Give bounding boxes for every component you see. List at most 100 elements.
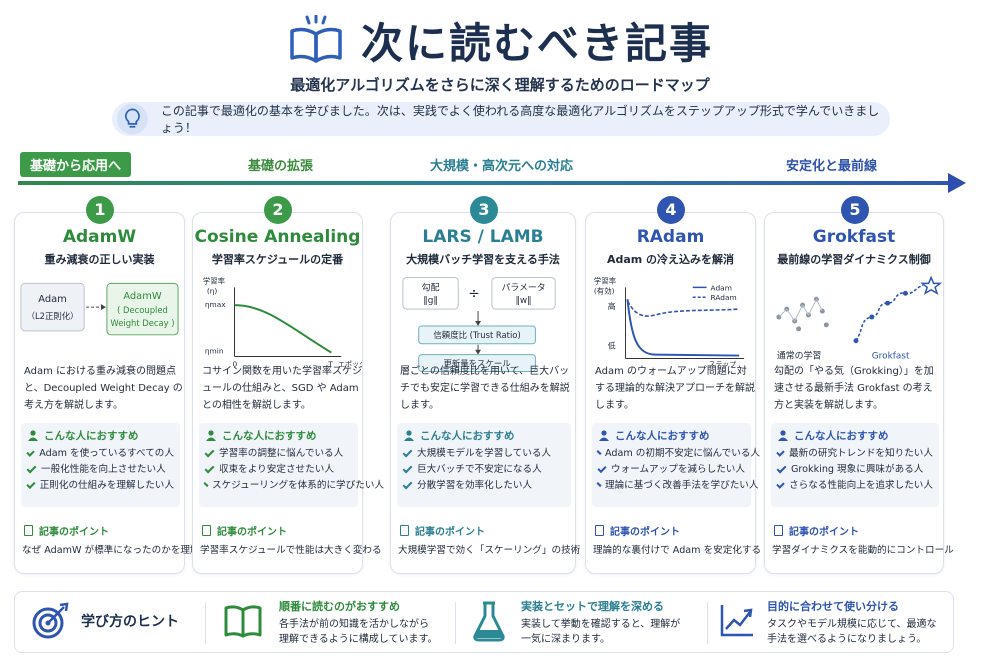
card-adamw[interactable]: 1 AdamW 重み減衰の正しい実装 Adam （L2正則化） AdamW ( … xyxy=(14,196,219,574)
recommend-item: 最新の研究トレンドを知りたい人 xyxy=(776,446,933,462)
book-icon xyxy=(224,605,262,638)
recommend-item: さらなる性能向上を追求したい人 xyxy=(776,478,933,494)
card-title: Grokfast xyxy=(812,227,896,247)
point-heading: 記事のポイント xyxy=(595,523,680,538)
card-title: LARS / LAMB xyxy=(422,227,544,247)
recommend-box: こんな人におすすめ 学習率の調整に悩んでいる人 収束をより安定させたい人 スケジ… xyxy=(199,423,384,507)
divider xyxy=(707,602,708,644)
stage-label-frontier: 安定化と最前線 xyxy=(786,159,878,174)
check-icon xyxy=(597,463,607,474)
recommend-item: 分散学習を効率化したい人 xyxy=(402,478,565,494)
hints-heading: 学び方のヒント xyxy=(31,602,179,640)
recommend-item: 正則化の仕組みを理解したい人 xyxy=(26,478,174,494)
flask-icon xyxy=(473,601,505,642)
person-icon xyxy=(28,430,38,441)
legend-radam: RAdam xyxy=(711,293,737,302)
card-subtitle: 学習率スケジュールの定番 xyxy=(211,253,344,266)
recommend-box: こんな人におすすめ Adam を使っているすべての人 一般化性能を向上させたい人… xyxy=(21,423,180,507)
point-heading: 記事のポイント xyxy=(400,523,485,538)
illus-param-norm: ‖w‖ xyxy=(515,296,531,306)
check-icon xyxy=(776,463,787,474)
recommend-title: こんな人におすすめ xyxy=(44,430,139,442)
card-title: RAdam xyxy=(636,227,705,247)
card-title: Cosine Annealing xyxy=(194,227,361,247)
check-icon xyxy=(26,463,37,474)
illus-param: パラメータ xyxy=(501,282,545,293)
legend-adam: Adam xyxy=(711,283,732,292)
recommend-item: 学習率の調整に悩んでいる人 xyxy=(204,446,352,462)
recommend-item: Grokking 現象に興味がある人 xyxy=(776,462,933,478)
recommend-item: Adam を使っているすべての人 xyxy=(26,446,174,462)
step-number-4: 4 xyxy=(657,196,685,224)
card-lars-lamb[interactable]: 3 LARS / LAMB 大規模バッチ学習を支える手法 勾配 ‖g‖ ÷ パラ… xyxy=(390,196,580,574)
check-icon xyxy=(596,482,602,487)
document-icon xyxy=(24,525,33,536)
check-icon xyxy=(776,448,785,457)
header: 次に読むべき記事 xyxy=(0,8,1000,72)
intro-text: この記事で最適化の基本を学びました。次は、実践でよく使われる高度な最適化アルゴリ… xyxy=(160,104,880,135)
point-heading: 記事のポイント xyxy=(24,523,109,538)
check-icon xyxy=(26,448,35,457)
hint-implement: 実装とセットで理解を深める 実装して挙動を確認すると、理解が 一気に深まります。 xyxy=(521,600,681,645)
recommend-box: こんな人におすすめ 大規模モデルを学習している人 巨大バッチで不安定になる人 分… xyxy=(397,423,571,507)
card-cosine-annealing[interactable]: 2 Cosine Annealing 学習率スケジュールの定番 学習率 (η) … xyxy=(192,196,384,574)
illus-ylabel: 学習率 xyxy=(203,275,226,285)
check-icon xyxy=(402,479,413,490)
check-icon xyxy=(203,482,209,487)
point-heading: 記事のポイント xyxy=(202,523,287,538)
recommend-item: 収束をより安定させたい人 xyxy=(204,462,352,478)
illus-trust-ratio: 信頼度比 (Trust Ratio) xyxy=(433,330,520,340)
point-text: 学習率スケジュールで性能は大きく変わる xyxy=(200,545,382,556)
card-grokfast[interactable]: 5 Grokfast 最前線の学習ダイナミクス制御 通常の学習 Grokfast… xyxy=(764,196,954,574)
recommend-heading: こんな人におすすめ xyxy=(27,428,174,443)
card-description: 勾配の「やる気（Grokking）」を加速させる最新手法 Grokfast の考… xyxy=(774,366,934,411)
card-radam[interactable]: 4 RAdam Adam の冷え込みを解消 学習率 (有効) 高 低 Adam … xyxy=(585,196,761,574)
illus-update-scale: 更新量をスケール xyxy=(443,359,510,369)
check-icon xyxy=(402,447,413,458)
illus-divide: ÷ xyxy=(468,286,480,302)
person-icon xyxy=(599,430,609,441)
stage-label-large-scale: 大規模・高次元への対応 xyxy=(430,159,574,174)
illus-gradient: 勾配 xyxy=(422,281,440,293)
person-icon xyxy=(206,430,216,441)
hints-label: 学び方のヒント xyxy=(81,614,179,630)
illus-box-adamw-sub2: Weight Decay ) xyxy=(110,318,174,328)
point-text: 学習ダイナミクスを能動的にコントロール xyxy=(772,545,954,556)
open-book-icon xyxy=(290,15,342,63)
cosine-schedule-illustration: 学習率 (η) ηmax ηmin 0 T エポック xyxy=(203,275,362,368)
illus-label-normal: 通常の学習 xyxy=(777,350,821,362)
timeline-arrow-icon xyxy=(948,173,966,193)
check-icon xyxy=(26,480,36,489)
target-icon xyxy=(32,602,69,639)
learning-hints-panel: 学び方のヒント 順番に読むのがおすすめ 各手法が前の知識を活かしながら 理解でき… xyxy=(14,591,954,653)
grokfast-illustration: 通常の学習 Grokfast xyxy=(776,275,943,362)
illus-x0: 0 xyxy=(233,359,238,368)
document-icon xyxy=(202,525,211,536)
illus-box-adam-sub: （L2正則化） xyxy=(27,311,79,321)
document-icon xyxy=(400,525,409,536)
stage-label-extension: 基礎の拡張 xyxy=(248,159,314,174)
illus-low: 低 xyxy=(608,341,616,351)
check-icon xyxy=(204,463,215,474)
illus-eta-min: ηmin xyxy=(205,347,224,356)
check-icon xyxy=(596,450,602,455)
card-title: AdamW xyxy=(62,227,137,247)
recommend-box: こんな人におすすめ 最新の研究トレンドを知りたい人 Grokking 現象に興味… xyxy=(771,423,939,507)
document-icon xyxy=(774,525,783,536)
page-title: 次に読むべき記事 xyxy=(360,18,713,68)
check-icon xyxy=(402,463,413,474)
illus-box-adam: Adam xyxy=(38,294,67,305)
recommend-item: 巨大バッチで不安定になる人 xyxy=(402,462,565,478)
step-number-1: 1 xyxy=(86,196,114,224)
recommend-heading: こんな人におすすめ xyxy=(205,428,352,443)
person-icon xyxy=(778,430,788,441)
trend-chart-icon xyxy=(720,605,753,637)
card-subtitle: 大規模バッチ学習を支える手法 xyxy=(406,253,560,266)
recommend-heading: こんな人におすすめ xyxy=(403,428,565,443)
illus-xlabel: エポック xyxy=(338,360,362,368)
card-description: Adam における重み減衰の問題点と、Decoupled Weight Deca… xyxy=(24,366,183,411)
illus-high: 高 xyxy=(608,301,616,311)
document-icon xyxy=(595,525,604,536)
illus-gradient-norm: ‖g‖ xyxy=(423,296,438,306)
divider xyxy=(455,602,456,644)
